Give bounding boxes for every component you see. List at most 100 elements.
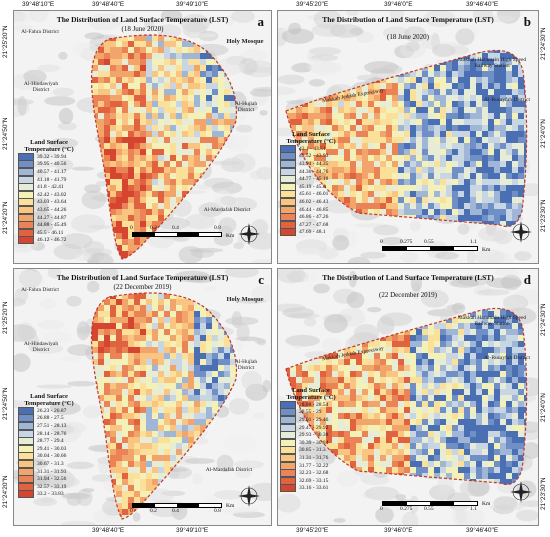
legend-swatch (280, 144, 296, 153)
legend-swatch (280, 152, 296, 161)
legend-swatch (280, 205, 296, 214)
legend-row: 29.93 - 30.38 (280, 431, 342, 440)
legend-row: 44.77 - 45.18 (280, 175, 342, 184)
scale-tick: 0.8 (214, 225, 221, 231)
scale-numbers: 0 0.2 0.4 0.8 (130, 508, 222, 515)
legend-label: 45.5 - 46.11 (37, 229, 64, 236)
legend-swatch (280, 175, 296, 184)
legend-label: 32.23 - 32.68 (299, 470, 329, 477)
legend-swatch (280, 182, 296, 191)
legend-row: 41.18 - 41.79 (18, 175, 80, 184)
legend-swatch (280, 423, 296, 432)
legend-label: 30.39 - 30.84 (299, 439, 329, 446)
lat-label: 21°24'30"N (540, 27, 547, 60)
legend-row: 47.69 - 48.1 (280, 228, 342, 237)
legend-swatch (280, 228, 296, 237)
scale-tick: 0.55 (424, 506, 434, 512)
scale-tick: 0.55 (424, 239, 434, 245)
scale-unit: Km (482, 501, 491, 507)
panel-date: (22 December 2019) (379, 291, 437, 299)
legend-label: 32.69 - 33.15 (299, 477, 329, 484)
legend-label: 29.01 - 29.46 (299, 416, 329, 423)
legend-row: 28.55 - 29 (280, 408, 342, 417)
scale-numbers: 0 0.2 0.4 0.8 (130, 225, 222, 232)
legend-row: 44.88 - 45.49 (18, 221, 80, 230)
place-label: Makkah Haramain High Speed Railway Stati… (457, 315, 527, 327)
lat-label: 21°25'20"N (2, 301, 9, 334)
scale-tick: 0 (130, 225, 133, 231)
place-label: Al-Hindawiyah District (23, 341, 59, 353)
legend-label: 28.77 - 29.4 (37, 438, 64, 445)
map-panel-d: The Distribution of Land Surface Tempera… (277, 268, 539, 526)
lon-label: 39°46'0"E (384, 1, 413, 8)
panel-title: The Distribution of Land Surface Tempera… (56, 273, 229, 282)
scale-bar: 0 0.275 0.55 1.1 Km (380, 239, 490, 253)
legend-swatch (280, 190, 296, 199)
scale-unit: Km (226, 503, 235, 509)
scale-tick: 0.4 (172, 508, 179, 514)
legend-swatch (18, 198, 34, 207)
legend-label: 46.86 - 47.26 (299, 214, 329, 221)
legend-label: 45.19 - 45.6 (299, 183, 326, 190)
legend-row: 27.51 - 28.13 (18, 421, 80, 430)
legend-row: 31.31 - 31.76 (280, 453, 342, 462)
lat-label: 21°24'20"N (2, 475, 9, 508)
place-label: Al-Hujlah District (234, 101, 258, 113)
lon-label: 39°46'40"E (466, 1, 499, 8)
legend-swatch (18, 429, 34, 438)
panel-letter: d (523, 272, 531, 287)
legend-row: 46.02 - 46.43 (280, 197, 342, 206)
legend-swatch (280, 197, 296, 206)
legend-swatch (18, 406, 34, 415)
legend-swatch (280, 159, 296, 168)
legend-swatch (18, 183, 34, 192)
legend-row: 47.27 - 47.68 (280, 220, 342, 229)
legend-label: 39.32 - 39.94 (37, 153, 67, 160)
lat-label: 21°25'20"N (2, 25, 9, 58)
legend-row: 39.95 - 40.56 (18, 160, 80, 169)
legend-label: 32.57 - 33.19 (37, 483, 67, 490)
legend-row: 43.03 - 43.64 (18, 198, 80, 207)
legend-swatch (18, 175, 34, 184)
lat-label: 21°24'0"N (540, 119, 547, 148)
panel-letter: b (523, 14, 531, 29)
legend-row: 44.27 - 44.87 (18, 213, 80, 222)
legend-title: Land Surface Temperature (°C) (24, 393, 74, 407)
legend-swatch (280, 438, 296, 447)
legend-row: 45.5 - 46.11 (18, 228, 80, 237)
place-label: Al-Fahra District (21, 29, 59, 35)
legend-row: 43.52 - 43.93 (280, 152, 342, 161)
legend-label: 43.1 - 43.51 (299, 145, 326, 152)
place-label: Holy Mosque (226, 38, 264, 45)
legend-swatch (280, 461, 296, 470)
legend-row: 30.67 - 31.3 (18, 459, 80, 468)
legend-swatch (18, 421, 34, 430)
legend-label: 43.03 - 43.64 (37, 199, 67, 206)
legend-row: 31.31 - 31.93 (18, 467, 80, 476)
legend-swatch (280, 167, 296, 176)
legend-swatch (280, 446, 296, 455)
legend-row: 32.57 - 33.19 (18, 482, 80, 491)
lst-map-b (278, 11, 538, 263)
map-legend: Land Surface Temperature (°C) 26.23 - 26… (18, 393, 80, 499)
legend-row: 43.1 - 43.51 (280, 144, 342, 153)
scale-tick: 0 (130, 508, 133, 514)
legend-swatch (18, 414, 34, 423)
legend-swatch (18, 228, 34, 237)
legend-row: 40.57 - 41.17 (18, 167, 80, 176)
lat-label: 21°24'50"N (2, 117, 9, 150)
legend-row: 30.39 - 30.84 (280, 438, 342, 447)
scale-tick: 0.2 (150, 508, 157, 514)
legend-row: 30.04 - 30.66 (18, 452, 80, 461)
legend-row: 31.94 - 32.56 (18, 475, 80, 484)
legend-label: 30.85 - 31.3 (299, 447, 326, 454)
legend-swatch (18, 221, 34, 230)
legend-swatch (18, 236, 34, 245)
legend-label: 43.94 - 44.35 (299, 160, 329, 167)
legend-row: 26.88 - 27.5 (18, 414, 80, 423)
lon-label: 39°45'20"E (296, 1, 329, 8)
north-arrow-icon (510, 221, 532, 243)
legend-swatch (18, 213, 34, 222)
legend-swatch (280, 476, 296, 485)
legend-swatch (280, 431, 296, 440)
